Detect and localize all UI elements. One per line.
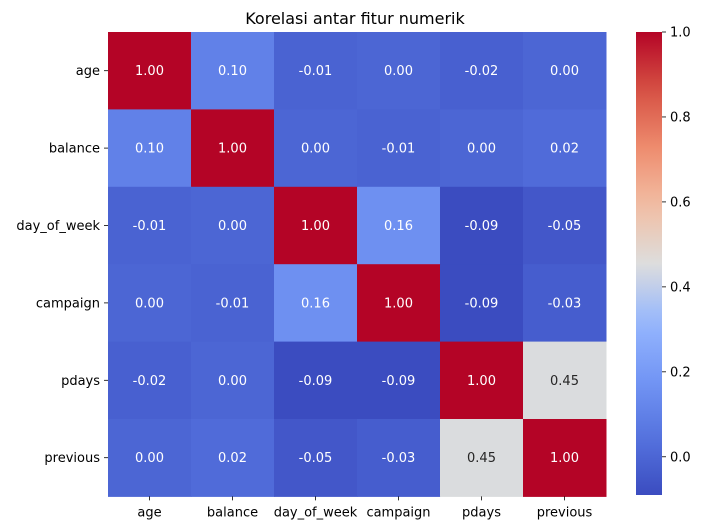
cell-value-label: 1.00 xyxy=(467,374,496,389)
row-label-balance: balance xyxy=(49,142,100,157)
cell-value-label: -0.02 xyxy=(465,64,499,79)
cell-value-label: 0.00 xyxy=(218,219,247,234)
column-label-pdays: pdays xyxy=(462,505,501,520)
colorbar-tick-label: 1.0 xyxy=(670,26,691,41)
heatmap-cell-previous-pdays xyxy=(440,419,524,497)
heatmap-cell-pdays-balance xyxy=(191,341,275,420)
column-label-previous: previous xyxy=(537,505,593,520)
cell-value-label: -0.01 xyxy=(382,142,416,157)
column-label-day_of_week: day_of_week xyxy=(274,505,358,520)
colorbar-tick-label: 0.2 xyxy=(670,365,691,380)
chart-title: Korelasi antar fitur numerik xyxy=(245,9,465,28)
heatmap-cell-day_of_week-pdays xyxy=(440,186,524,265)
heatmap-cell-balance-campaign xyxy=(357,109,441,188)
cell-value-label: 0.00 xyxy=(218,374,247,389)
heatmap-cell-pdays-pdays xyxy=(440,341,524,420)
cell-value-label: -0.02 xyxy=(133,374,167,389)
cell-value-label: 1.00 xyxy=(550,451,579,466)
heatmap-grid: 1.00 0.10 -0.01 0.00 -0.02 0.00 0.10 1.00 0.00 -0… xyxy=(108,32,607,497)
cell-value-label: 0.45 xyxy=(550,374,579,389)
heatmap-cell-day_of_week-previous xyxy=(523,186,607,265)
cell-value-label: -0.01 xyxy=(133,219,167,234)
colorbar-tick-label: 0.6 xyxy=(670,195,691,210)
cell-value-label: 0.00 xyxy=(384,64,413,79)
cell-value-label: 0.00 xyxy=(135,451,164,466)
cell-value-label: 0.02 xyxy=(218,451,247,466)
heatmap-cell-age-campaign xyxy=(357,32,441,110)
row-label-age: age xyxy=(76,64,100,79)
colorbar-tick-label: 0.8 xyxy=(670,110,691,125)
colorbar-tick-label: 0.4 xyxy=(670,280,691,295)
column-label-age: age xyxy=(137,505,161,520)
heatmap-cell-day_of_week-age xyxy=(108,186,192,265)
heatmap-cell-age-pdays xyxy=(440,32,524,110)
cell-value-label: 0.10 xyxy=(135,142,164,157)
heatmap-cell-previous-balance xyxy=(191,419,275,497)
cell-value-label: -0.09 xyxy=(465,219,499,234)
heatmap-cell-campaign-previous xyxy=(523,264,607,343)
cell-value-label: 0.16 xyxy=(301,296,330,311)
cell-value-label: 1.00 xyxy=(218,142,247,157)
heatmap-cell-previous-age xyxy=(108,419,192,497)
row-label-campaign: campaign xyxy=(36,296,100,311)
heatmap-cell-age-previous xyxy=(523,32,607,110)
colorbar-gradient xyxy=(636,32,662,495)
heatmap-cell-pdays-day_of_week xyxy=(274,341,358,420)
cell-value-label: 0.00 xyxy=(301,142,330,157)
heatmap-cell-age-balance xyxy=(191,32,275,110)
heatmap-cell-campaign-campaign xyxy=(357,264,441,343)
cell-value-label: -0.03 xyxy=(548,296,582,311)
heatmap-cell-age-day_of_week xyxy=(274,32,358,110)
heatmap-cell-day_of_week-campaign xyxy=(357,186,441,265)
cell-value-label: 0.00 xyxy=(135,296,164,311)
cell-value-label: -0.01 xyxy=(299,64,333,79)
heatmap-cell-pdays-previous xyxy=(523,341,607,420)
heatmap-cell-pdays-campaign xyxy=(357,341,441,420)
cell-value-label: -0.01 xyxy=(216,296,250,311)
heatmap-cell-day_of_week-balance xyxy=(191,186,275,265)
heatmap-cell-previous-previous xyxy=(523,419,607,497)
heatmap-cell-campaign-age xyxy=(108,264,192,343)
cell-value-label: 0.00 xyxy=(467,142,496,157)
cell-value-label: 0.16 xyxy=(384,219,413,234)
row-label-day_of_week: day_of_week xyxy=(16,219,100,234)
heatmap-cell-balance-balance xyxy=(191,109,275,188)
cell-value-label: -0.09 xyxy=(465,296,499,311)
row-label-previous: previous xyxy=(44,451,100,466)
cell-value-label: 1.00 xyxy=(135,64,164,79)
column-axis-labels: age balance day_of_week campaign pdays previo… xyxy=(137,496,593,520)
colorbar: 0.0 0.2 0.4 0.6 0.8 1.0 xyxy=(636,26,691,495)
cell-value-label: -0.05 xyxy=(299,451,333,466)
cell-value-label: 1.00 xyxy=(384,296,413,311)
heatmap-cell-day_of_week-day_of_week xyxy=(274,186,358,265)
heatmap-cell-campaign-balance xyxy=(191,264,275,343)
heatmap-cell-balance-previous xyxy=(523,109,607,188)
cell-value-label: 0.45 xyxy=(467,451,496,466)
cell-value-label: 0.10 xyxy=(218,64,247,79)
heatmap-cell-balance-pdays xyxy=(440,109,524,188)
cell-value-label: 0.02 xyxy=(550,142,579,157)
heatmap-cell-age-age xyxy=(108,32,192,110)
column-label-campaign: campaign xyxy=(366,505,430,520)
heatmap-cell-pdays-age xyxy=(108,341,192,420)
heatmap-cell-balance-age xyxy=(108,109,192,188)
column-label-balance: balance xyxy=(207,505,258,520)
colorbar-tick-label: 0.0 xyxy=(670,450,691,465)
cell-value-label: -0.09 xyxy=(382,374,416,389)
row-label-pdays: pdays xyxy=(61,374,100,389)
heatmap-cell-campaign-pdays xyxy=(440,264,524,343)
heatmap-cell-balance-day_of_week xyxy=(274,109,358,188)
cell-value-label: -0.03 xyxy=(382,451,416,466)
heatmap-cell-previous-day_of_week xyxy=(274,419,358,497)
heatmap-cell-campaign-day_of_week xyxy=(274,264,358,343)
cell-value-label: -0.09 xyxy=(299,374,333,389)
row-axis-labels: age balance day_of_week campaign pdays previo… xyxy=(16,64,108,466)
cell-value-label: -0.05 xyxy=(548,219,582,234)
cell-value-label: 1.00 xyxy=(301,219,330,234)
heatmap-cell-previous-campaign xyxy=(357,419,441,497)
cell-value-label: 0.00 xyxy=(550,64,579,79)
